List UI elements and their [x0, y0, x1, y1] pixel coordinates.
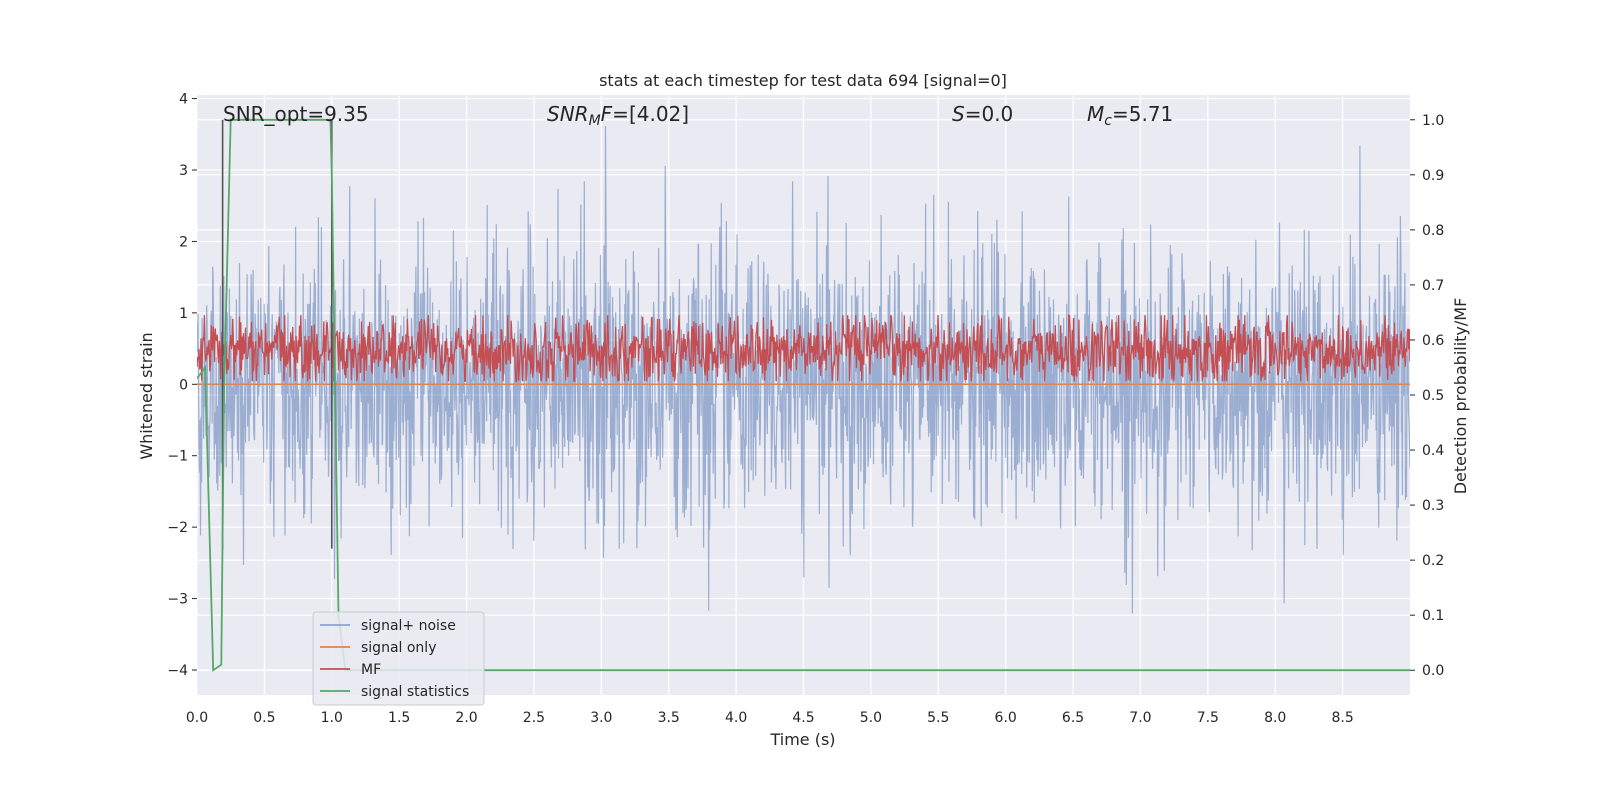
annotation-mc: Mc=5.71 [1087, 102, 1173, 129]
y-tick-label: −1 [167, 449, 188, 465]
y-tick-label: 2 [179, 234, 188, 250]
x-tick-label: 0.5 [253, 710, 275, 726]
x-axis-ticks: 0.0 0.5 1.0 1.5 2.0 2.5 3.0 3.5 4.0 4.5 5.0 5.5 6.0 6… [186, 710, 1354, 726]
y-tick-label: −2 [167, 520, 188, 536]
y2-tick-label: 0.0 [1422, 663, 1444, 679]
y2-tick-label: 0.8 [1422, 223, 1444, 239]
y-tick-label: 3 [179, 163, 188, 179]
series-mf [197, 313, 1410, 382]
y-tick-label: 0 [179, 377, 188, 393]
x-tick-label: 4.0 [725, 710, 747, 726]
y2-axis-label: Detection probability/MF [1451, 298, 1470, 495]
legend-label: signal only [361, 640, 436, 656]
y-axis-ticks: 4 3 2 1 0 −1 −2 −3 −4 [167, 92, 197, 679]
x-axis-label: Time (s) [769, 730, 835, 749]
y2-tick-label: 0.3 [1422, 498, 1444, 514]
y2-tick-label: 0.6 [1422, 333, 1444, 349]
y-axis-label: Whitened strain [137, 332, 156, 459]
legend: signal+ noise signal only MF signal statist… [312, 611, 485, 706]
y2-tick-label: 0.5 [1422, 388, 1444, 404]
annotation-s: S=0.0 [952, 102, 1013, 126]
annotation-s-value: 0.0 [981, 102, 1013, 126]
x-tick-label: 3.0 [590, 710, 612, 726]
x-tick-label: 5.0 [860, 710, 882, 726]
legend-label: signal+ noise [361, 618, 456, 634]
legend-box [312, 611, 485, 706]
y-tick-label: −4 [167, 663, 188, 679]
x-tick-label: 7.5 [1197, 710, 1219, 726]
x-tick-label: 5.5 [927, 710, 949, 726]
y2-tick-label: 1.0 [1422, 113, 1444, 129]
y2-tick-label: 0.9 [1422, 168, 1444, 184]
legend-label: signal statistics [361, 684, 469, 700]
x-tick-label: 0.0 [186, 710, 208, 726]
x-tick-label: 2.5 [523, 710, 545, 726]
x-tick-label: 3.5 [658, 710, 680, 726]
x-tick-label: 1.5 [388, 710, 410, 726]
annotation-snr-mf-value: [4.02] [629, 102, 689, 126]
x-tick-label: 6.5 [1062, 710, 1084, 726]
y-tick-label: 1 [179, 306, 188, 322]
x-tick-label: 8.5 [1331, 710, 1353, 726]
y-tick-label: −3 [167, 592, 188, 608]
x-tick-label: 1.0 [321, 710, 343, 726]
x-tick-label: 2.0 [455, 710, 477, 726]
y2-tick-label: 0.1 [1422, 608, 1444, 624]
y2-tick-label: 0.7 [1422, 278, 1444, 294]
y2-tick-label: 0.4 [1422, 443, 1444, 459]
x-tick-label: 6.0 [995, 710, 1017, 726]
annotation-snr-mf: SNRMF=[4.02] [547, 102, 689, 129]
chart-title: stats at each timestep for test data 694… [599, 71, 1007, 90]
x-tick-label: 4.5 [792, 710, 814, 726]
y-tick-label: 4 [179, 92, 188, 108]
x-tick-label: 7.0 [1129, 710, 1151, 726]
annotation-mc-value: 5.71 [1129, 102, 1174, 126]
y2-axis-ticks: 1.0 0.9 0.8 0.7 0.6 0.5 0.4 0.3 0.2 0.1 0.0 [1410, 113, 1444, 679]
x-tick-label: 8.0 [1264, 710, 1286, 726]
y2-tick-label: 0.2 [1422, 553, 1444, 569]
legend-label: MF [361, 662, 381, 678]
annotation-snr-opt: SNR_opt=9.35 [223, 102, 369, 126]
